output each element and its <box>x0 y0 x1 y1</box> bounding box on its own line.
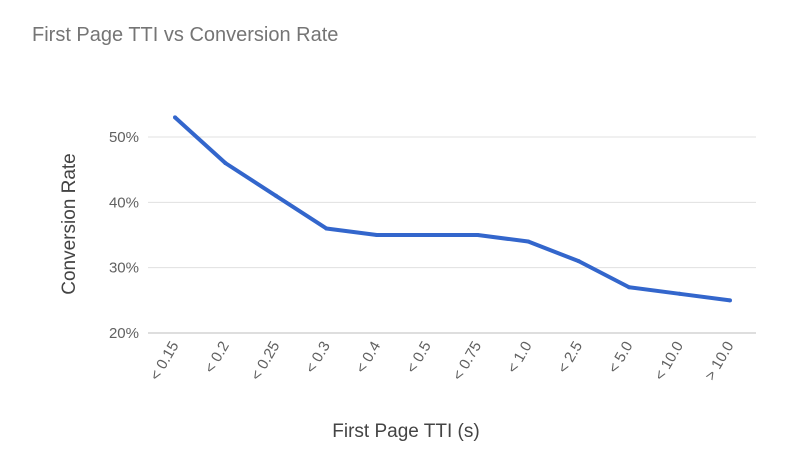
data-point <box>475 233 480 237</box>
x-tick-label: < 0.15 <box>147 339 183 384</box>
x-tick-label: < 1.0 <box>504 339 536 377</box>
data-point <box>627 285 632 290</box>
x-tick-label: < 0.25 <box>248 339 284 384</box>
x-tick-label: > 10.0 <box>702 339 738 384</box>
data-point <box>677 291 682 296</box>
y-tick-label: 20% <box>109 325 139 342</box>
x-tick-label: < 5.0 <box>605 339 637 377</box>
data-point <box>576 259 581 264</box>
y-axis-ticks: 20% 30% 40% 50% <box>109 129 139 342</box>
x-axis-ticks: < 0.15 < 0.2 < 0.25 < 0.3 < 0.4 < 0.5 < 0.75 < … <box>147 339 738 384</box>
data-point <box>374 233 379 237</box>
y-tick-label: 30% <box>109 260 139 277</box>
series-layer <box>173 115 732 303</box>
data-point <box>526 239 531 244</box>
y-tick-label: 40% <box>109 194 139 211</box>
y-axis-title: Conversion Rate <box>59 153 80 295</box>
gridlines <box>148 136 756 334</box>
x-tick-label: < 0.3 <box>302 339 334 377</box>
data-point <box>324 226 329 231</box>
x-axis-title: First Page TTI (s) <box>332 421 479 442</box>
series-line <box>173 115 731 303</box>
chart-title: First Page TTI vs Conversion Rate <box>32 24 339 46</box>
x-tick-label: < 0.75 <box>449 339 485 384</box>
x-tick-label: < 10.0 <box>651 339 687 384</box>
x-tick-label: < 2.5 <box>554 339 586 377</box>
data-point <box>425 233 430 237</box>
data-point <box>273 193 278 198</box>
data-point <box>173 115 177 120</box>
x-tick-label: < 0.5 <box>403 339 435 377</box>
x-tick-label: < 0.4 <box>353 339 385 377</box>
x-tick-label: < 0.2 <box>201 339 233 377</box>
y-tick-label: 50% <box>109 129 139 146</box>
data-point <box>223 161 228 166</box>
data-point <box>728 298 732 303</box>
